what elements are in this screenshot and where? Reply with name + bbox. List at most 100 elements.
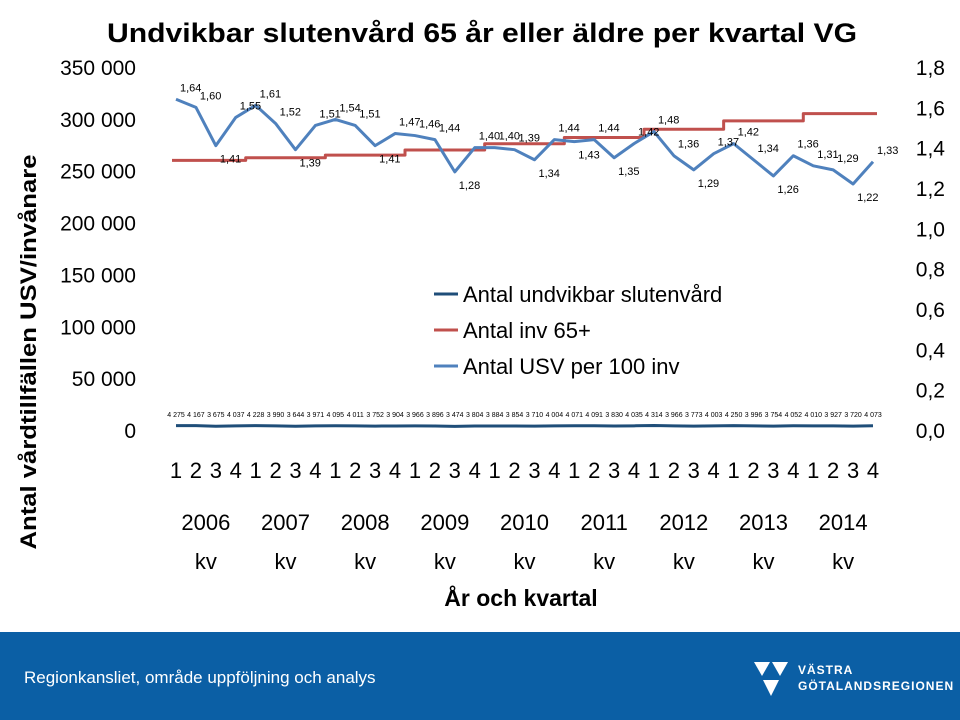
year-unit-label: kv <box>434 549 456 574</box>
year-tick-label: 2007 <box>261 510 310 535</box>
count-data-label: 4 035 <box>625 412 643 419</box>
usv-data-label: 1,61 <box>260 88 281 100</box>
usv-data-label: 1,40 <box>479 131 500 143</box>
quarter-tick-label: 4 <box>628 458 640 483</box>
year-tick-label: 2008 <box>341 510 390 535</box>
right-tick-label: 0,6 <box>916 299 945 322</box>
series-lines <box>172 97 877 428</box>
usv-data-label: 1,42 <box>738 127 759 139</box>
usv-data-label: 1,55 <box>240 100 261 112</box>
right-tick-label: 1,0 <box>916 218 945 241</box>
left-tick-label: 250 000 <box>60 161 136 184</box>
usv-data-label: 1,43 <box>578 150 599 162</box>
count-data-label: 4 004 <box>546 412 564 419</box>
count-data-label: 3 644 <box>287 412 305 419</box>
usv-data-label: 1,44 <box>558 123 579 135</box>
usv-data-label: 1,42 <box>638 127 659 139</box>
right-tick-label: 1,6 <box>916 97 945 120</box>
logo-line2: GÖTALANDSREGIONEN <box>798 679 955 693</box>
count-data-label: 4 250 <box>725 412 743 419</box>
left-axis-ticks: 0 50 000 100 000 150 000 200 000 250 000 300 0… <box>60 57 136 443</box>
right-tick-label: 1,4 <box>916 138 946 161</box>
legend-label: Antal USV per 100 inv <box>463 354 679 379</box>
right-tick-label: 0,0 <box>916 420 945 443</box>
quarter-tick-label: 2 <box>269 458 281 483</box>
year-tick-label: 2011 <box>581 510 628 535</box>
count-data-label: 3 710 <box>526 412 544 419</box>
count-data-label: 3 971 <box>307 412 325 419</box>
quarter-tick-label: 4 <box>309 458 321 483</box>
count-data-labels: 4 275 4 167 3 675 4 037 4 228 3 990 3 644 3 971… <box>167 412 882 419</box>
count-data-label: 4 167 <box>187 412 205 419</box>
right-tick-label: 0,2 <box>916 380 945 403</box>
quarter-tick-label: 3 <box>449 458 461 483</box>
quarter-tick-label: 1 <box>170 458 182 483</box>
usv-data-label: 1,47 <box>399 117 420 129</box>
usv-data-labels: 1,641,60 1,41 1,551,61 1,52 1,39 1,511,541,51… <box>180 82 898 204</box>
quarter-tick-label: 3 <box>608 458 620 483</box>
count-data-label: 3 927 <box>824 412 842 419</box>
year-tick-label: 2012 <box>659 510 708 535</box>
quarter-tick-label: 2 <box>429 458 441 483</box>
quarter-tick-label: 1 <box>409 458 421 483</box>
quarter-tick-label: 3 <box>369 458 381 483</box>
count-data-label: 4 011 <box>347 412 364 419</box>
usv-data-label: 1,39 <box>519 133 540 145</box>
usv-data-label: 1,51 <box>359 108 380 120</box>
quarter-tick-label: 2 <box>190 458 202 483</box>
count-data-label: 3 966 <box>665 412 683 419</box>
y-axis-label: Antal vårdtillfällen USV/invånare <box>16 155 41 550</box>
usv-data-label: 1,39 <box>299 158 320 170</box>
series-line-inv65 <box>172 112 877 162</box>
quarter-tick-label: 4 <box>708 458 720 483</box>
usv-data-label: 1,34 <box>758 143 779 155</box>
series-line-usv <box>175 97 875 186</box>
count-data-label: 3 904 <box>386 412 404 419</box>
left-tick-label: 300 000 <box>60 109 136 132</box>
count-data-label: 3 830 <box>605 412 623 419</box>
year-unit-label: kv <box>354 549 376 574</box>
year-tick-label: 2006 <box>181 510 230 535</box>
usv-data-label: 1,22 <box>857 192 878 204</box>
vgr-logo: VÄSTRA GÖTALANDSREGIONEN <box>750 652 953 708</box>
quarter-tick-label: 4 <box>230 458 242 483</box>
count-data-label: 3 754 <box>765 412 783 419</box>
count-data-label: 4 228 <box>247 412 265 419</box>
quarter-tick-label: 3 <box>210 458 222 483</box>
chart-title: Undvikbar slutenvård 65 år eller äldre p… <box>107 18 857 48</box>
usv-data-label: 1,51 <box>319 108 340 120</box>
x-axis-label: År och kvartal <box>444 584 597 611</box>
left-tick-label: 0 <box>124 420 136 443</box>
usv-data-label: 1,44 <box>598 123 619 135</box>
left-tick-label: 150 000 <box>60 264 136 287</box>
quarter-tick-label: 3 <box>847 458 859 483</box>
quarter-tick-label: 3 <box>528 458 540 483</box>
quarter-tick-label: 4 <box>548 458 560 483</box>
footer: Regionkansliet, område uppföljning och a… <box>0 632 960 720</box>
year-unit-label: kv <box>832 549 854 574</box>
logo-text: VÄSTRA GÖTALANDSREGIONEN <box>798 662 954 694</box>
usv-data-label: 1,48 <box>658 115 679 127</box>
left-tick-label: 100 000 <box>60 316 136 339</box>
count-data-label: 3 896 <box>426 412 444 419</box>
quarter-tick-label: 2 <box>827 458 839 483</box>
year-tick-label: 2013 <box>739 510 788 535</box>
count-data-label: 4 314 <box>645 412 663 419</box>
usv-data-label: 1,35 <box>618 166 639 178</box>
quarter-tick-label: 2 <box>588 458 600 483</box>
legend-label: Antal undvikbar slutenvård <box>463 282 722 307</box>
quarter-tick-label: 4 <box>787 458 799 483</box>
usv-data-label: 1,60 <box>200 90 221 102</box>
usv-data-label: 1,44 <box>439 123 460 135</box>
quarter-tick-label: 2 <box>349 458 361 483</box>
count-data-label: 4 010 <box>804 412 822 419</box>
quarter-tick-label: 2 <box>668 458 680 483</box>
count-data-label: 3 675 <box>207 412 225 419</box>
count-data-label: 4 095 <box>327 412 345 419</box>
usv-data-label: 1,33 <box>877 145 898 157</box>
usv-data-label: 1,29 <box>698 178 719 190</box>
usv-data-label: 1,46 <box>419 119 440 131</box>
quarter-tick-label: 4 <box>469 458 481 483</box>
chart: Undvikbar slutenvård 65 år eller äldre p… <box>16 18 946 611</box>
